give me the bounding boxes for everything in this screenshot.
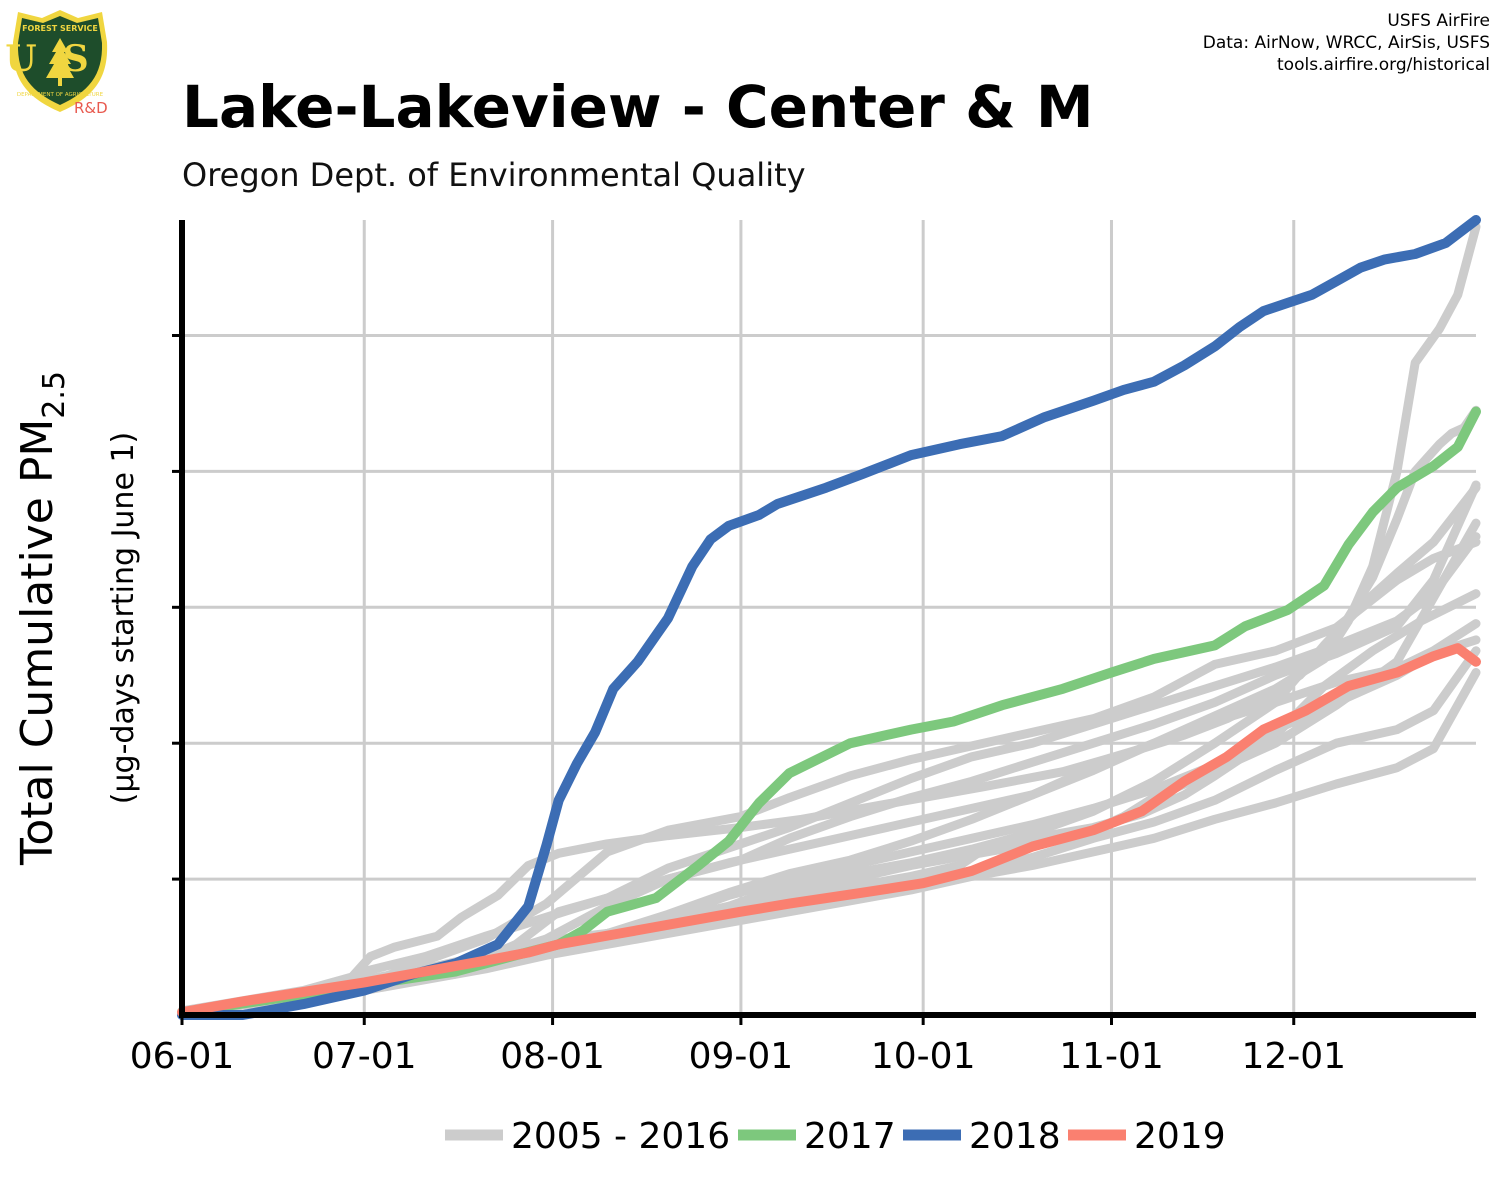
- x-tick-label: 08-01: [500, 1036, 605, 1077]
- axes: [172, 220, 1476, 1025]
- logo-top-text: FOREST SERVICE: [22, 24, 98, 33]
- x-tick-label: 07-01: [312, 1036, 417, 1077]
- legend-label: 2019: [1134, 1116, 1226, 1157]
- legend-label: 2017: [804, 1116, 896, 1157]
- legend: 2005 - 2016 2017 2018 2019: [445, 1116, 1226, 1157]
- credit-line-1: USFS AirFire: [1387, 11, 1490, 31]
- x-tick-label: 09-01: [689, 1036, 794, 1077]
- logo-bottom-text: DEPARTMENT OF AGRICULTURE: [17, 92, 104, 98]
- x-tick-label: 10-01: [871, 1036, 976, 1077]
- historical-series-line: [177, 405, 1481, 1016]
- chart-title: Lake-Lakeview - Center & M: [182, 73, 1094, 141]
- series-line-2019: [177, 643, 1481, 1018]
- y-axis-label-subscript: 2.5: [37, 371, 72, 419]
- logo-rd-text: R&D: [74, 99, 108, 117]
- x-tick-label: 11-01: [1059, 1036, 1164, 1077]
- x-tick-label: 12-01: [1241, 1036, 1346, 1077]
- logo-letters: US: [5, 38, 114, 80]
- chart-subtitle: Oregon Dept. of Environmental Quality: [182, 156, 806, 194]
- x-tick-labels: 06-01 07-01 08-01 09-01 10-01 11-01 12-01: [130, 1036, 1346, 1077]
- series-line-2018: [177, 215, 1481, 1020]
- y-axis-units-label: (µg-days starting June 1): [106, 432, 141, 804]
- legend-label: 2005 - 2016: [511, 1116, 730, 1157]
- x-tick-label: 06-01: [130, 1036, 235, 1077]
- y-axis-label: Total Cumulative PM2.5: [12, 371, 72, 866]
- credit-line-3: tools.airfire.org/historical: [1277, 55, 1490, 75]
- highlight-series-group: [177, 215, 1481, 1020]
- grid-lines: [180, 220, 1476, 1015]
- series-line-2017: [177, 406, 1481, 1018]
- legend-label: 2018: [969, 1116, 1061, 1157]
- forest-service-shield-icon: FOREST SERVICE US DEPARTMENT OF AGRICULT…: [5, 10, 114, 112]
- credit-line-2: Data: AirNow, WRCC, AirSis, USFS: [1203, 33, 1490, 53]
